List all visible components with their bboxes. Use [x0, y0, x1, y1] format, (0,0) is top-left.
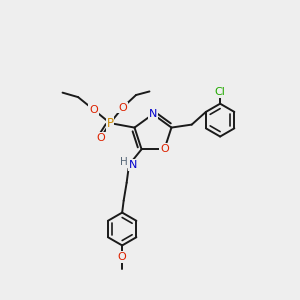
Text: O: O	[160, 144, 169, 154]
Text: O: O	[96, 133, 105, 143]
Text: Cl: Cl	[215, 87, 226, 97]
Text: O: O	[118, 103, 127, 112]
Text: O: O	[118, 252, 127, 262]
Text: P: P	[106, 117, 113, 130]
Text: H: H	[120, 158, 128, 167]
Text: O: O	[89, 105, 98, 115]
Text: N: N	[149, 109, 157, 119]
Text: N: N	[128, 160, 137, 170]
